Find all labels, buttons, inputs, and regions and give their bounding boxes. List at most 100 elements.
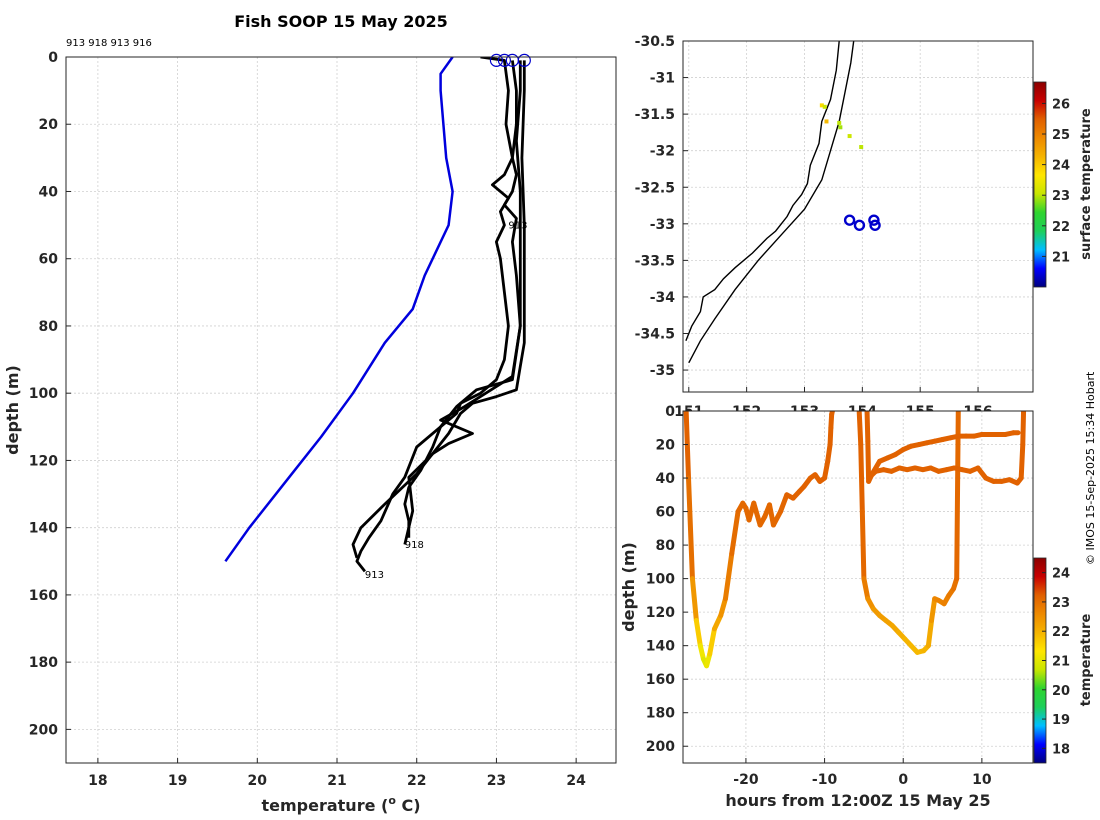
profile-series-916 [351,60,526,559]
timeseries-y-tick-label: 80 [656,538,676,554]
profile-y-tick-label: 20 [39,117,59,133]
timeseries-y-tick-label: 100 [646,572,675,588]
timeseries-track-segment [689,576,699,624]
timeseries-x-tick-label: -20 [733,772,759,788]
profile-axes-box [65,56,617,764]
timeseries-y-tick-label: 40 [656,471,676,487]
timeseries-track-segment [825,442,833,464]
map-coastline [685,41,840,342]
profile-x-tick-label: 24 [566,773,586,789]
profile-x-tick-label: 23 [487,773,506,789]
timeseries-colorbar-ticks: 18 19 20 21 22 23 24 [1042,567,1070,757]
map-fish-location [868,214,880,226]
chart-title: Fish SOOP 15 May 2025 [234,12,448,31]
profile-x-axis-label: temperature (o C) [261,794,420,815]
profile-x-tick-label: 22 [407,773,426,789]
timeseries-track-segment [729,509,741,556]
timeseries-track-segment [822,458,831,481]
timeseries-track-segment [1018,442,1026,481]
x-label-tail: C) [396,796,421,815]
profile-y-tick-label: 80 [39,319,59,335]
profile-annotation: 913 [508,220,527,231]
timeseries-track-segment [770,509,784,528]
timeseries-colorbar-tick-label: 20 [1052,684,1070,699]
profile-x-tick-label: 18 [88,773,107,789]
profile-y-tick-label: 0 [48,50,58,66]
map-colorbar-label: surface temperature [1079,108,1094,260]
timeseries-y-tick-label: 160 [646,672,675,688]
timeseries-x-tick-label: 0 [898,772,908,788]
map-lat-tick-label: -33 [650,217,675,233]
profile-y-tick-label: 40 [39,184,59,200]
profile-annotations: 913 918 913 [365,220,528,581]
timeseries-colorbar-tick-label: 18 [1052,742,1070,757]
timeseries-track-segment [861,576,871,602]
timeseries-track-segment [718,596,728,618]
map-colorbar-ticks: 21 22 23 24 25 26 [1042,97,1070,265]
map-colorbar-tick-label: 23 [1052,189,1070,204]
timeseries-track-segment [707,626,717,657]
timeseries-axes-box [682,410,1034,764]
profile-y-tick-label: 140 [29,521,58,537]
map-colorbar-tick-label: 22 [1052,220,1070,235]
profile-y-tick-label: 100 [29,386,58,402]
timeseries-track-segment [864,411,871,444]
timeseries-track-segment [751,500,763,528]
timeseries-track-segment [829,411,835,417]
timeseries-y-tick-label: 200 [646,739,675,755]
map-surface-temp-point [847,134,852,139]
map-colorbar-tick-label: 21 [1052,250,1070,265]
map-lat-tick-label: -32.5 [635,180,675,196]
timeseries-track-segment [856,411,864,448]
map-surface-temp-point [837,120,842,125]
map-fish-location [843,214,856,226]
map-lat-tick-label: -30.5 [635,34,675,50]
timeseries-track-segment [778,492,790,515]
map-surface-temp-point [819,103,824,108]
profile-x-tick-label: 21 [327,773,346,789]
profile-series-913b [403,60,522,538]
map-colorbar-tick-label: 25 [1052,128,1070,143]
profile-y-axis-label: depth (m) [3,365,22,455]
map-fish-location [869,219,881,231]
profile-x-tick-label: 20 [248,773,268,789]
map-lat-tick-label: -32 [650,144,675,160]
timeseries-track-segment [929,596,938,624]
timeseries-y-tick-label: 140 [646,639,675,655]
timeseries-x-tick-label: -10 [812,772,838,788]
map-lat-tick-label: -34 [650,290,676,306]
profile-header-ids: 913 918 913 916 [66,38,152,49]
timeseries-track-segment [1020,411,1027,448]
profile-markers [489,53,531,67]
map-axes-box [682,40,1034,393]
map-colorbar-tick-label: 26 [1052,97,1070,112]
timeseries-track-segment [722,550,735,602]
timeseries-track-segment [925,618,935,649]
profile-y-tick-label: 120 [29,453,58,469]
timeseries-track-segment [693,618,703,649]
timeseries-colorbar-tick-label: 23 [1052,596,1070,611]
timeseries-y-axis-label: depth (m) [619,542,638,632]
timeseries-x-tick-label: 10 [972,772,992,788]
x-label-main: temperature ( [261,796,388,815]
profile-y-tick-label: 180 [29,655,58,671]
map-lat-tick-label: -31 [650,71,675,87]
timeseries-y-tick-label: 120 [646,605,675,621]
profile-lines [224,57,526,573]
timeseries-y-tick-label: 0 [665,404,675,420]
x-label-superscript: o [388,794,396,807]
map-lat-tick-label: -31.5 [635,107,675,123]
map-lat-tick-label: -34.5 [635,327,675,343]
timeseries-y-tick-label: 20 [656,438,676,454]
profile-x-tick-label: 19 [168,773,187,789]
timeseries-track-segment [858,442,865,515]
profile-series-913 [355,57,514,573]
profile-surface-marker [489,53,504,67]
timeseries-track-segment [859,509,867,582]
map-lat-tick-label: -33.5 [635,253,675,269]
map-surface-temp-point [822,104,827,109]
timeseries-track-segment [686,475,695,582]
profile-surface-marker [497,53,512,67]
